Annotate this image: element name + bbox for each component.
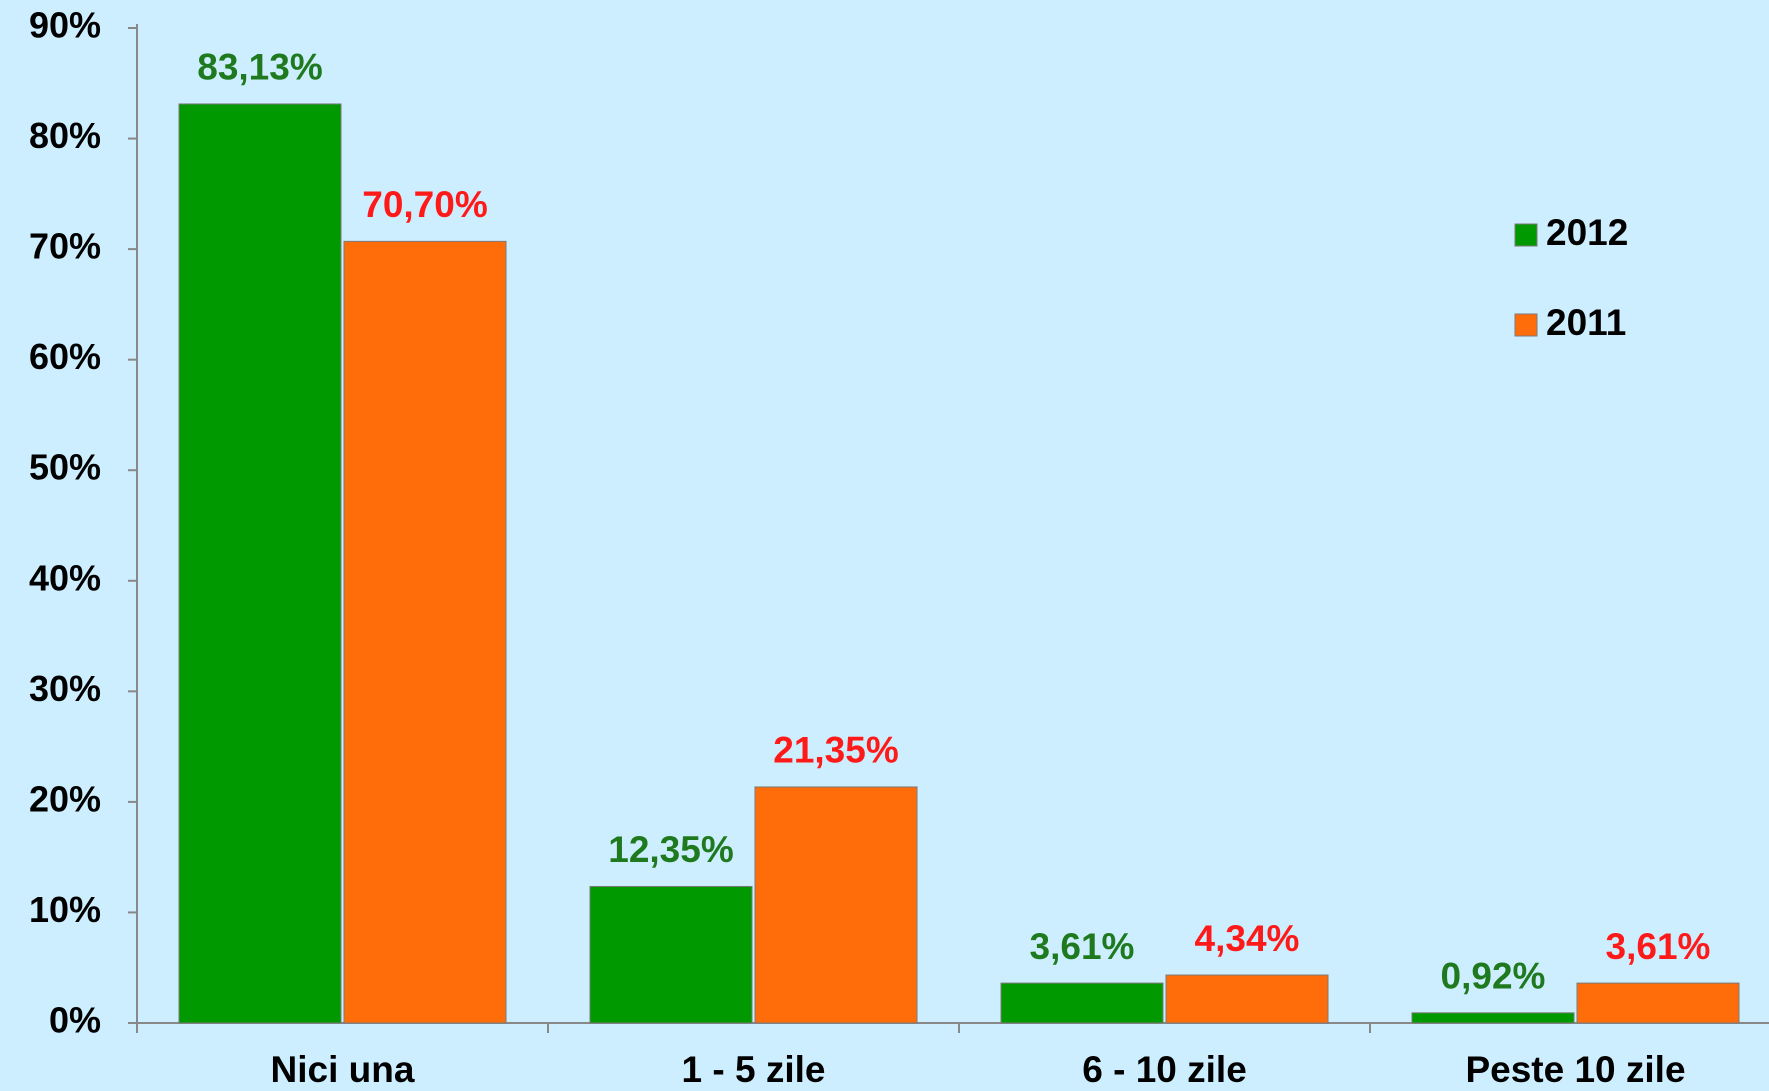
y-tick-label: 10% [29, 889, 101, 930]
legend-label: 2012 [1546, 212, 1628, 253]
x-tick-label: 1 - 5 zile [682, 1049, 826, 1090]
bar [1165, 974, 1329, 1024]
bar [178, 103, 342, 1024]
y-tick-label: 60% [29, 336, 101, 377]
value-label: 83,13% [197, 47, 323, 88]
bar [343, 240, 507, 1024]
y-tick-label: 30% [29, 668, 101, 709]
y-tick-label: 70% [29, 226, 101, 267]
y-tick-label: 40% [29, 557, 101, 598]
legend-swatch [1514, 313, 1538, 337]
value-label: 12,35% [608, 829, 734, 870]
bar [589, 885, 753, 1024]
x-tick-label: Peste 10 zile [1465, 1049, 1685, 1090]
y-tick-label: 50% [29, 447, 101, 488]
bar [1000, 982, 1164, 1024]
value-label: 70,70% [362, 184, 488, 225]
y-tick-label: 20% [29, 778, 101, 819]
value-label: 3,61% [1030, 926, 1135, 967]
bar [1411, 1012, 1575, 1024]
value-label: 0,92% [1441, 956, 1546, 997]
value-label: 4,34% [1195, 918, 1300, 959]
y-tick-label: 80% [29, 115, 101, 156]
legend-label: 2011 [1546, 302, 1626, 343]
value-label: 3,61% [1606, 926, 1711, 967]
legend-swatch [1514, 223, 1538, 247]
y-tick-label: 90% [29, 5, 101, 46]
bar [1576, 982, 1740, 1024]
x-tick-label: 6 - 10 zile [1082, 1049, 1247, 1090]
bar [754, 786, 918, 1024]
y-tick-label: 0% [49, 1000, 101, 1041]
value-label: 21,35% [773, 730, 899, 771]
x-tick-label: Nici una [271, 1049, 415, 1090]
